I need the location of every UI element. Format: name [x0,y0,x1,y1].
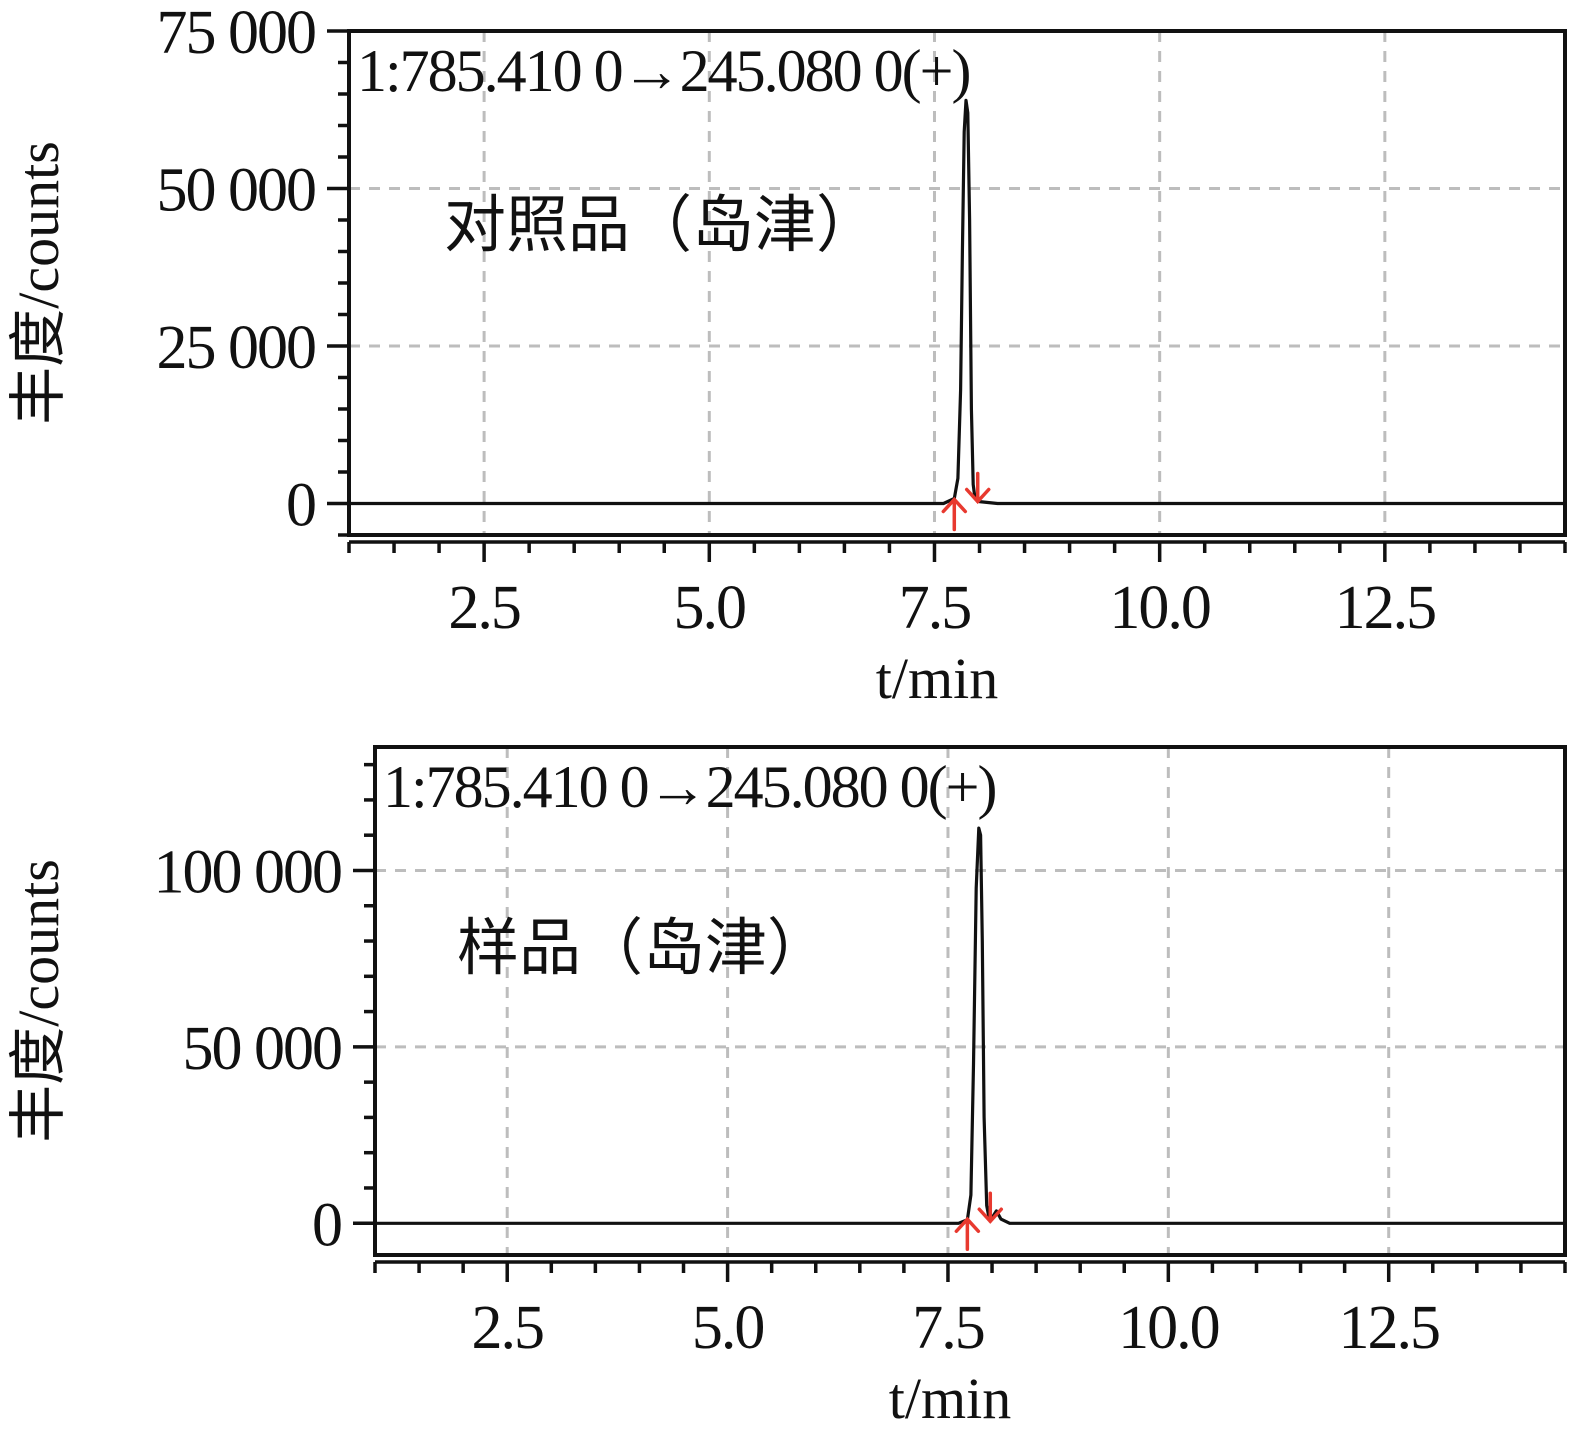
x-axis-title: t/min [889,1366,1011,1431]
y-tick-label: 75 000 [157,0,316,67]
chromatogram-trace [375,826,1565,1225]
y-tick-label: 0 [312,1191,341,1259]
plot-frame [373,745,1567,1257]
trace-label: 1:785.410 0→245.080 0(+) [357,38,969,104]
x-tick-label: 5.0 [692,1294,764,1362]
y-tick-label: 25 000 [157,314,316,382]
chromatogram-trace [349,98,1565,506]
sample-annotation: 对照品（岛津） [444,188,878,261]
x-tick-label: 2.5 [448,574,520,642]
x-tick-label: 12.5 [1335,574,1436,642]
y-axis-title: 丰度/counts [6,141,71,425]
y-axis-title: 丰度/counts [6,859,71,1143]
y-tick-label: 50 000 [183,1015,342,1083]
y-tick-label: 100 000 [154,838,342,906]
sample-chromatogram-panel: 2.5 5.0 7.5 10.0 12.5 0 50 000 100 000 t/min 丰度/c… [6,745,1567,1431]
x-tick-label: 7.5 [912,1294,984,1362]
peak-end-marker [977,1191,1004,1224]
x-tick-label: 10.0 [1109,574,1210,642]
reference-chromatogram-panel: 2.5 5.0 7.5 10.0 12.5 0 25 000 50 000 75 000 t/mi… [6,0,1567,711]
x-tick-label: 2.5 [471,1294,543,1362]
x-tick-label: 10.0 [1118,1294,1219,1362]
x-tick-label: 7.5 [899,574,971,642]
x-axis-title: t/min [876,646,998,711]
x-tick-label: 12.5 [1338,1294,1439,1362]
trace-label: 1:785.410 0→245.080 0(+) [383,754,995,820]
peak-start-marker [941,496,968,532]
peak-end-marker [964,471,991,505]
y-tick-label: 0 [286,472,315,540]
sample-annotation: 样品（岛津） [457,911,829,984]
peak-start-marker [954,1216,981,1251]
y-tick-label: 50 000 [157,157,316,225]
x-tick-label: 5.0 [674,574,746,642]
